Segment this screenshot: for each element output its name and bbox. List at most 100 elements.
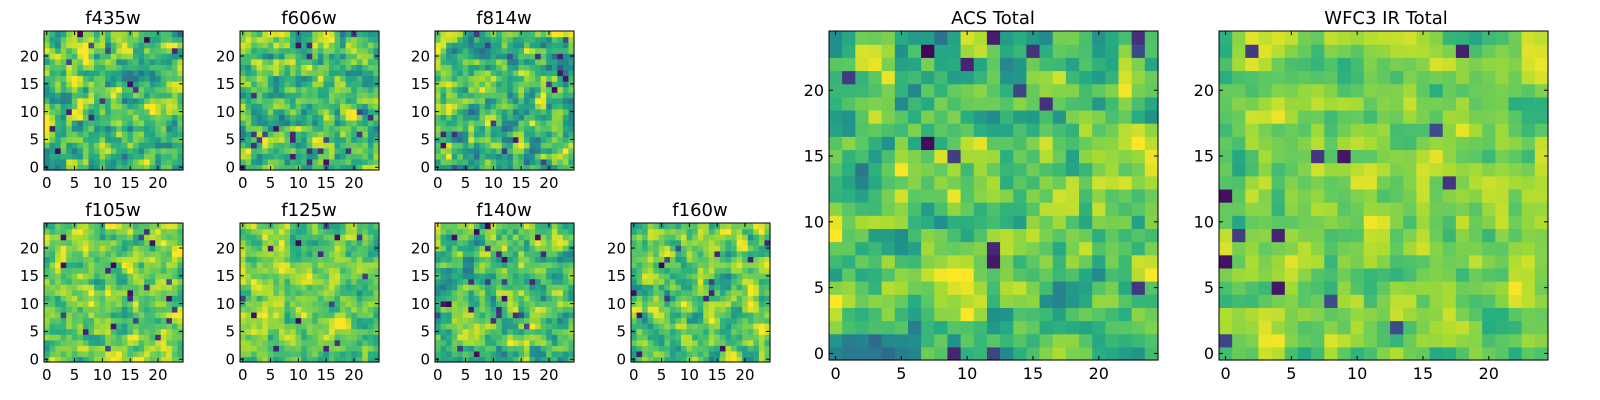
heatmap-cell xyxy=(551,345,558,352)
heatmap-cell xyxy=(49,75,56,82)
heatmap-cell xyxy=(485,239,492,246)
heatmap-cell xyxy=(540,42,547,49)
heatmap-cell xyxy=(328,334,336,341)
heatmap-cell xyxy=(719,323,727,330)
heatmap-cell xyxy=(642,356,649,363)
heatmap-cell xyxy=(345,114,352,121)
heatmap-cell xyxy=(523,350,531,358)
heatmap-cell xyxy=(144,103,151,110)
heatmap-cell xyxy=(446,273,453,280)
heatmap-cell xyxy=(764,345,771,352)
heatmap-cell xyxy=(446,256,453,263)
heatmap-cell xyxy=(485,103,492,110)
heatmap-cell xyxy=(736,300,743,307)
heatmap-cell xyxy=(160,136,167,143)
heatmap-cell xyxy=(323,114,330,121)
heatmap-cell xyxy=(121,261,128,269)
heatmap-cell xyxy=(490,42,497,49)
heatmap-cell xyxy=(160,317,167,324)
heatmap-cell xyxy=(256,339,263,346)
heatmap-cell xyxy=(301,58,308,65)
heatmap-cell xyxy=(328,317,336,324)
heatmap-cell xyxy=(127,47,134,54)
heatmap-cell xyxy=(77,239,84,246)
heatmap-cell xyxy=(631,261,638,269)
heatmap-cell xyxy=(110,164,117,171)
heatmap-cell xyxy=(631,306,638,313)
heatmap-cell xyxy=(77,31,84,38)
heatmap-cell xyxy=(356,223,363,230)
heatmap-cell xyxy=(529,245,536,252)
heatmap-cell xyxy=(736,317,743,324)
heatmap-cell xyxy=(317,256,324,263)
heatmap-cell xyxy=(55,47,62,54)
heatmap-cell xyxy=(262,42,269,49)
heatmap-cell xyxy=(1092,241,1106,256)
heatmap-cell xyxy=(177,284,184,291)
heatmap-cell xyxy=(138,261,145,269)
heatmap-cell xyxy=(457,86,464,93)
heatmap-cell xyxy=(507,147,514,154)
heatmap-cell xyxy=(99,339,106,346)
heatmap-cell xyxy=(562,261,570,269)
heatmap-cell xyxy=(60,86,67,93)
heatmap-cell xyxy=(546,158,553,166)
heatmap-cell xyxy=(278,53,286,60)
heatmap-cell xyxy=(110,311,117,319)
heatmap-cell xyxy=(171,92,179,99)
heatmap-cell xyxy=(317,334,324,341)
heatmap-cell xyxy=(535,261,542,269)
heatmap-cell xyxy=(960,346,975,361)
heatmap-cell xyxy=(155,75,162,82)
heatmap-cell xyxy=(829,320,843,335)
heatmap-cell xyxy=(295,119,302,127)
heatmap-cell xyxy=(714,339,721,346)
heatmap-cell xyxy=(551,306,558,313)
heatmap-cell xyxy=(658,267,665,274)
heatmap-cell xyxy=(245,228,252,235)
heatmap-cell xyxy=(144,350,151,358)
heatmap-cell xyxy=(921,228,935,243)
heatmap-cell xyxy=(1144,307,1159,322)
heatmap-cell xyxy=(535,323,542,330)
heatmap-cell xyxy=(373,295,380,302)
heatmap-cell xyxy=(166,228,173,235)
heatmap-cell xyxy=(551,295,558,302)
heatmap-cell xyxy=(435,86,442,93)
heatmap-cell xyxy=(829,254,843,269)
heatmap-cell xyxy=(742,273,749,280)
heatmap-cell xyxy=(160,267,167,274)
heatmap-cell xyxy=(312,81,319,88)
heatmap-cell xyxy=(631,234,638,241)
heatmap-cell xyxy=(290,125,297,132)
heatmap-cell xyxy=(507,245,514,252)
heatmap-cell xyxy=(764,317,771,324)
heatmap-cell xyxy=(99,300,106,307)
heatmap-cell xyxy=(1013,333,1027,348)
y-tick-label: 5 xyxy=(225,131,235,149)
heatmap-cell xyxy=(708,250,715,257)
heatmap-cell xyxy=(664,306,671,313)
heatmap-cell xyxy=(868,149,883,164)
heatmap-cell xyxy=(557,273,564,280)
heatmap-cell xyxy=(138,356,145,363)
heatmap-cell xyxy=(345,58,352,65)
heatmap-cell xyxy=(60,284,67,291)
heatmap-cell xyxy=(703,250,710,257)
heatmap-cell xyxy=(373,223,380,230)
heatmap-cell xyxy=(273,311,280,319)
heatmap-cell xyxy=(686,306,693,313)
heatmap-cell xyxy=(868,320,883,335)
heatmap-cell xyxy=(317,125,324,132)
heatmap-cell xyxy=(362,267,369,274)
heatmap-cell xyxy=(278,147,286,154)
heatmap-cell xyxy=(719,228,727,235)
heatmap-cell xyxy=(273,136,280,143)
heatmap-cell xyxy=(1000,333,1014,348)
heatmap-cell xyxy=(986,333,1001,348)
heatmap-cell xyxy=(312,114,319,121)
heatmap-cell xyxy=(149,273,156,280)
heatmap-cell xyxy=(267,339,274,346)
heatmap-cell xyxy=(49,356,56,363)
heatmap-cell xyxy=(44,158,51,166)
